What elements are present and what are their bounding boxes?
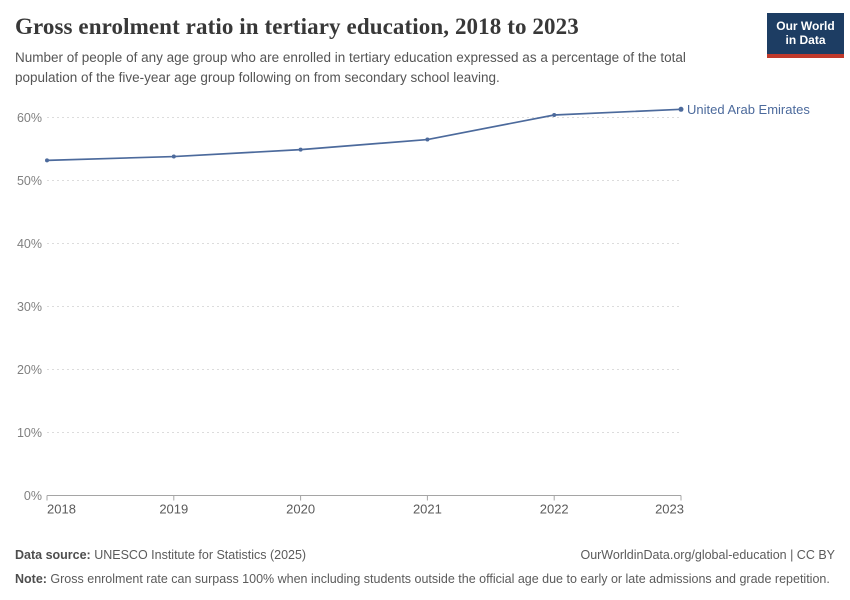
x-axis-tick-label: 2022 — [540, 502, 569, 517]
datasource-row: Data source: UNESCO Institute for Statis… — [15, 546, 835, 564]
note-label: Note: — [15, 571, 47, 586]
data-point — [552, 112, 557, 117]
y-axis-tick-label: 10% — [17, 426, 42, 440]
y-axis-tick-label: 50% — [17, 174, 42, 188]
data-point — [678, 106, 684, 112]
datasource: Data source: UNESCO Institute for Statis… — [15, 546, 306, 564]
y-axis-tick-label: 20% — [17, 363, 42, 377]
owid-logo-line2: in Data — [785, 32, 826, 47]
y-axis-tick-label: 40% — [17, 237, 42, 251]
data-point — [298, 147, 303, 152]
datasource-text: UNESCO Institute for Statistics (2025) — [90, 547, 307, 562]
y-axis-tick-label: 60% — [17, 111, 42, 125]
series-entity-label[interactable]: United Arab Emirates — [687, 102, 810, 117]
owid-license-link[interactable]: OurWorldinData.org/global-education | CC… — [580, 547, 835, 562]
datasource-label: Data source: — [15, 547, 91, 562]
chart-footer: Data source: UNESCO Institute for Statis… — [15, 546, 835, 588]
owid-logo: Our World in Data — [767, 13, 844, 58]
owid-logo-line1: Our World — [776, 19, 835, 33]
x-axis-tick-label: 2018 — [47, 502, 76, 517]
data-line — [46, 108, 682, 162]
note-text: Gross enrolment rate can surpass 100% wh… — [46, 571, 830, 586]
chart-subtitle: Number of people of any age group who ar… — [15, 50, 686, 86]
x-axis-tick-label: 2019 — [159, 502, 188, 517]
y-axis-tick-label: 0% — [24, 489, 42, 503]
x-axis-tick-label: 2021 — [413, 502, 442, 517]
page-title: Gross enrolment ratio in tertiary educat… — [15, 14, 579, 39]
chart-header: Gross enrolment ratio in tertiary educat… — [15, 14, 755, 89]
data-point — [425, 137, 430, 142]
data-point — [45, 158, 49, 163]
x-axis-tick-label: 2023 — [655, 502, 684, 517]
y-axis-tick-label: 30% — [17, 300, 42, 314]
footnote: Note: Gross enrolment rate can surpass 1… — [15, 570, 835, 588]
x-axis-tick-label: 2020 — [286, 502, 315, 517]
data-point — [171, 154, 176, 159]
